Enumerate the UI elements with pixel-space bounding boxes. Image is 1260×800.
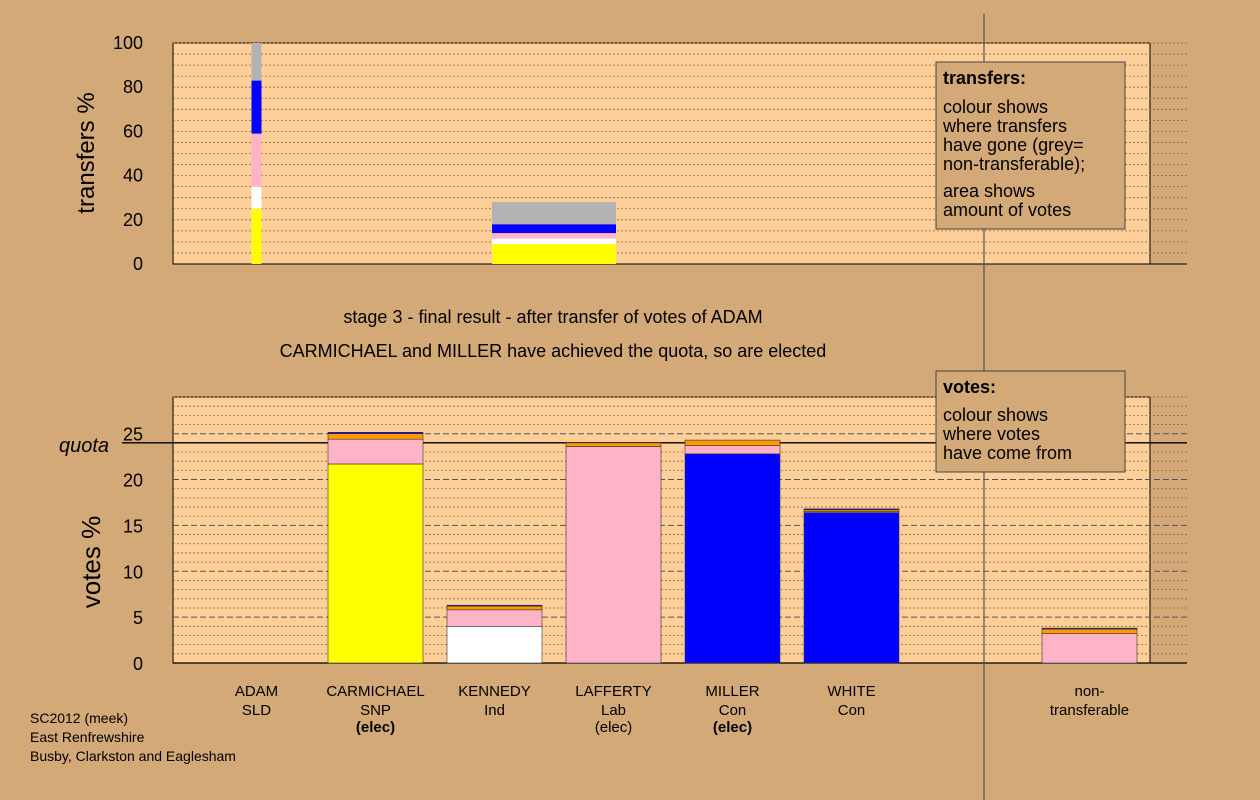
votes-y-tick-label: 10 [123,562,143,582]
transfers-y-tick-label: 40 [123,166,143,186]
candidate-status-label: (elec) [713,719,752,736]
votes-bar-segment [803,512,900,664]
footer-line: East Renfrewshire [30,729,145,745]
transfers-bar-segment [492,244,616,264]
stage-caption: stage 3 - final result - after transfer … [343,307,762,327]
transfers-y-tick-label: 80 [123,77,143,97]
candidate-party-label: SLD [242,702,271,719]
votes-legend-line: have come from [943,443,1072,463]
votes-bar-segment [446,604,543,607]
candidate-name-label: non- [1074,683,1104,700]
transfers-bar-segment [492,238,616,245]
transfers-y-tick-label: 100 [113,33,143,53]
votes-bar-segment [565,446,662,664]
candidate-status-label: (elec) [595,719,633,736]
transfers-bar-segment [251,80,262,134]
transfers-bar-segment [251,43,262,81]
transfers-bar-segment [492,224,616,234]
candidate-status-label: (elec) [356,719,395,736]
candidate-name-label: LAFFERTY [575,683,651,700]
votes-bar-segment [446,609,543,627]
transfers-legend-line: amount of votes [943,200,1071,220]
transfers-bar-segment [492,202,616,225]
candidate-party-label: SNP [360,702,391,719]
transfers-legend-title: transfers: [943,68,1026,88]
votes-bar-segment [327,433,424,440]
footer-line: SC2012 (meek) [30,710,128,726]
votes-bars [327,432,1138,664]
votes-legend-line: colour shows [943,405,1048,425]
votes-bar-segment [446,626,543,664]
transfers-bar-segment [251,208,262,264]
candidate-party-label: Ind [484,702,505,719]
transfers-legend-line: colour shows [943,97,1048,117]
candidate-party-label: Lab [601,702,626,719]
candidate-party-label: Con [838,702,866,719]
transfers-y-axis: 0 20 40 60 80 100 [113,33,143,274]
transfers-bar-segment [251,133,262,187]
votes-bar-segment [684,445,781,455]
candidate-name-label: MILLER [705,683,759,700]
transfers-y-tick-label: 20 [123,210,143,230]
votes-bar-segment [684,453,781,664]
transfers-legend-line: where transfers [942,116,1067,136]
transfers-legend-line: area shows [943,181,1035,201]
transfers-bar-segment [251,186,262,209]
votes-bar-segment [1041,627,1138,630]
transfers-y-axis-label: transfers % [73,92,100,213]
transfers-bars [251,43,616,264]
votes-y-tick-label: 0 [133,654,143,674]
votes-y-tick-label: 5 [133,608,143,628]
votes-y-axis: 0 5 10 15 20 25 [123,425,143,674]
candidate-party-label: transferable [1050,702,1129,719]
votes-bar-segment [1041,628,1138,634]
votes-bar-segment [327,438,424,465]
candidate-name-label: WHITE [827,683,875,700]
transfers-bar-segment [492,233,616,239]
votes-y-axis-label: votes % [76,516,106,609]
votes-legend: votes: colour shows where votes have com… [935,370,1126,473]
votes-bar-segment [684,439,781,446]
votes-legend-line: where votes [942,424,1040,444]
transfers-y-tick-label: 60 [123,121,143,141]
votes-y-tick-label: 15 [123,516,143,536]
footer-line: Busby, Clarkston and Eaglesham [30,748,236,764]
candidate-party-label: Con [719,702,747,719]
transfers-legend-line: non-transferable); [943,154,1085,174]
votes-y-tick-label: 25 [123,425,143,445]
votes-x-axis-labels: ADAMSLDCARMICHAELSNP(elec)KENNEDYIndLAFF… [235,683,1129,736]
quota-label: quota [59,435,109,457]
transfers-legend-line: have gone (grey= [943,135,1084,155]
transfers-y-tick-label: 0 [133,254,143,274]
votes-legend-title: votes: [943,377,996,397]
elected-caption: CARMICHAEL and MILLER have achieved the … [280,341,827,361]
candidate-name-label: ADAM [235,683,278,700]
transfers-legend: transfers: colour shows where transfers … [935,61,1126,230]
votes-y-tick-label: 20 [123,471,143,491]
votes-bar-segment [327,463,424,664]
votes-bar-segment [327,432,424,434]
candidate-name-label: KENNEDY [458,683,531,700]
candidate-name-label: CARMICHAEL [326,683,424,700]
votes-bar-segment [1041,633,1138,664]
votes-bar-segment [803,508,900,511]
votes-bar-segment [565,442,662,447]
votes-bar-segment [446,605,543,611]
